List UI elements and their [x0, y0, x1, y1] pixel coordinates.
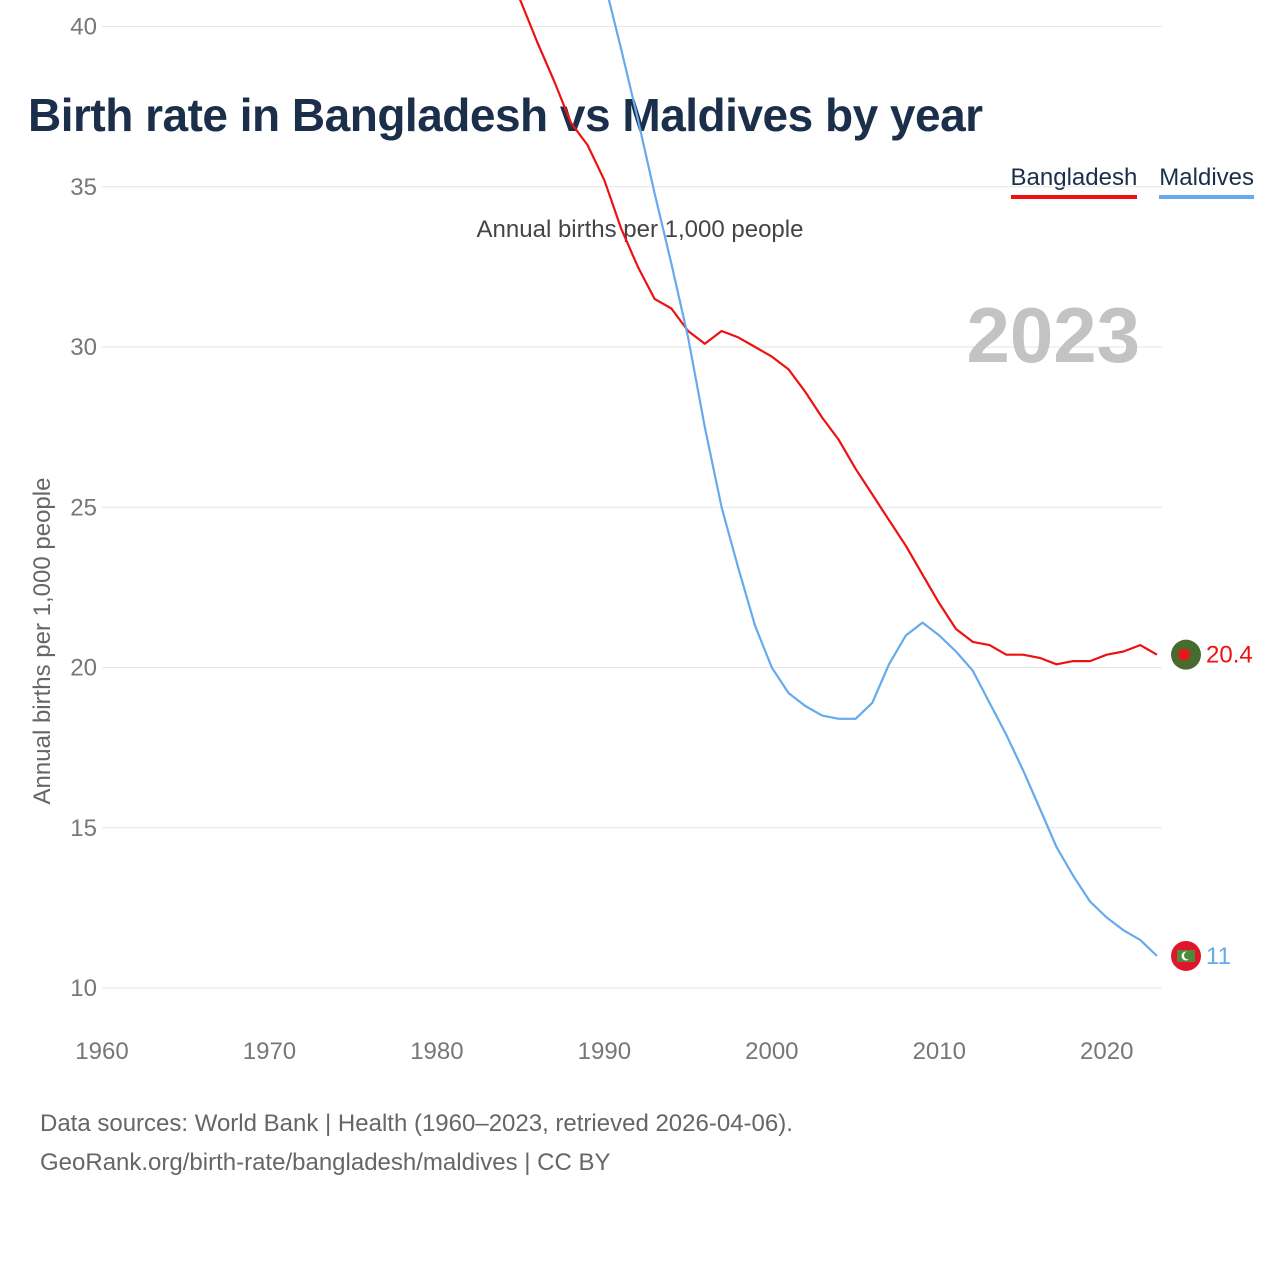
y-axis-label: Annual births per 1,000 people	[29, 478, 56, 805]
end-value-label-maldives: 11	[1206, 943, 1231, 970]
footer: Data sources: World Bank | Health (1960–…	[40, 1104, 793, 1182]
y-tick-label: 40	[70, 14, 97, 41]
y-tick-label: 25	[70, 494, 97, 521]
x-tick-label: 2020	[1080, 1038, 1133, 1065]
series-line-maldives	[607, 0, 1158, 957]
chart-subtitle: Annual births per 1,000 people	[476, 216, 804, 243]
source-link[interactable]: GeoRank.org/birth-rate/bangladesh/maldiv…	[40, 1149, 611, 1176]
x-tick-label: 1960	[75, 1038, 128, 1065]
y-tick-label: 20	[70, 655, 97, 682]
x-tick-label: 2000	[745, 1038, 798, 1065]
x-tick-label: 1990	[578, 1038, 631, 1065]
data-sources-note: Data sources: World Bank | Health (1960–…	[40, 1110, 793, 1137]
end-value-label-bangladesh: 20.4	[1206, 642, 1253, 669]
y-tick-label: 10	[70, 975, 97, 1002]
y-axis-ticks: 101520253035404550	[70, 14, 97, 1003]
series-lines	[518, 0, 1158, 957]
y-tick-label: 15	[70, 815, 97, 842]
series-line-bangladesh	[518, 0, 1158, 666]
x-tick-label: 2010	[913, 1038, 966, 1065]
flag-crescent-cut	[1184, 951, 1192, 960]
x-tick-label: 1980	[410, 1038, 463, 1065]
end-markers: 20.4 11	[1171, 639, 1253, 971]
x-tick-label: 1970	[243, 1038, 296, 1065]
bangladesh-flag-icon	[1171, 639, 1201, 670]
gridlines	[102, 26, 1162, 989]
y-tick-label: 30	[70, 334, 97, 361]
flag-disc	[1178, 648, 1190, 661]
legend-item-maldives[interactable]: Maldives	[1159, 164, 1254, 199]
x-axis-ticks: 1960 1970 1980 1990 2000 2010 2020	[75, 1038, 1133, 1065]
maldives-flag-icon	[1171, 940, 1201, 971]
chart-title: Birth rate in Bangladesh vs Maldives by …	[28, 89, 983, 141]
y-tick-label: 35	[70, 174, 97, 201]
current-year-label: 2023	[966, 291, 1140, 379]
